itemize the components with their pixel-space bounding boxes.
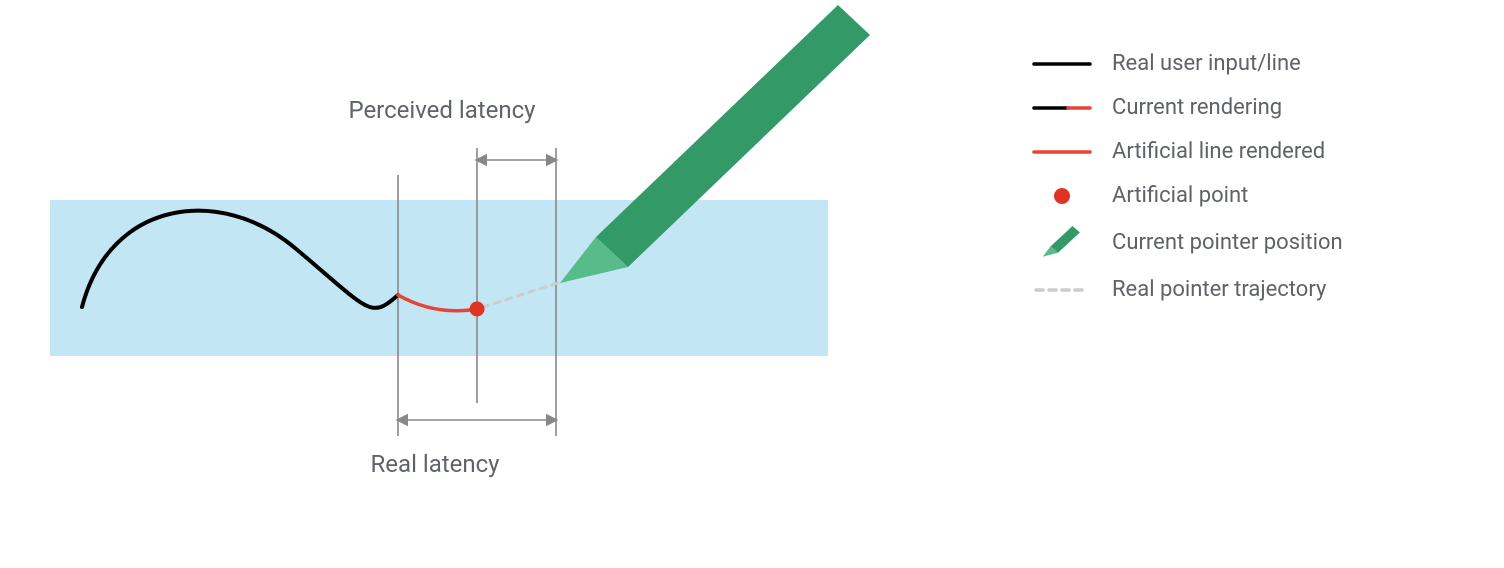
legend-label: Real pointer trajectory <box>1112 276 1326 304</box>
trajectory-icon <box>1030 280 1094 300</box>
pencil-icon <box>1030 226 1094 260</box>
legend-item-real-traj: Real pointer trajectory <box>1030 276 1470 304</box>
legend-label: Current pointer position <box>1112 229 1343 257</box>
legend-item-pointer-pos: Current pointer position <box>1030 226 1470 260</box>
legend-label: Real user input/line <box>1112 50 1301 78</box>
legend-item-current-render: Current rendering <box>1030 94 1470 122</box>
legend-item-real-input: Real user input/line <box>1030 50 1470 78</box>
current-render-icon <box>1030 98 1094 118</box>
real-input-icon <box>1030 54 1094 74</box>
legend-item-artificial-line: Artificial line rendered <box>1030 138 1470 166</box>
perceived-latency-label: Perceived latency <box>332 96 552 124</box>
legend-label: Current rendering <box>1112 94 1282 122</box>
legend-item-artificial-point: Artificial point <box>1030 182 1470 210</box>
real-latency-label: Real latency <box>325 450 545 478</box>
legend-label: Artificial line rendered <box>1112 138 1325 166</box>
legend: Real user input/line Current rendering A… <box>1030 50 1470 320</box>
legend-label: Artificial point <box>1112 182 1248 210</box>
artificial-line-icon <box>1030 142 1094 162</box>
artificial-point-icon <box>1030 184 1094 208</box>
